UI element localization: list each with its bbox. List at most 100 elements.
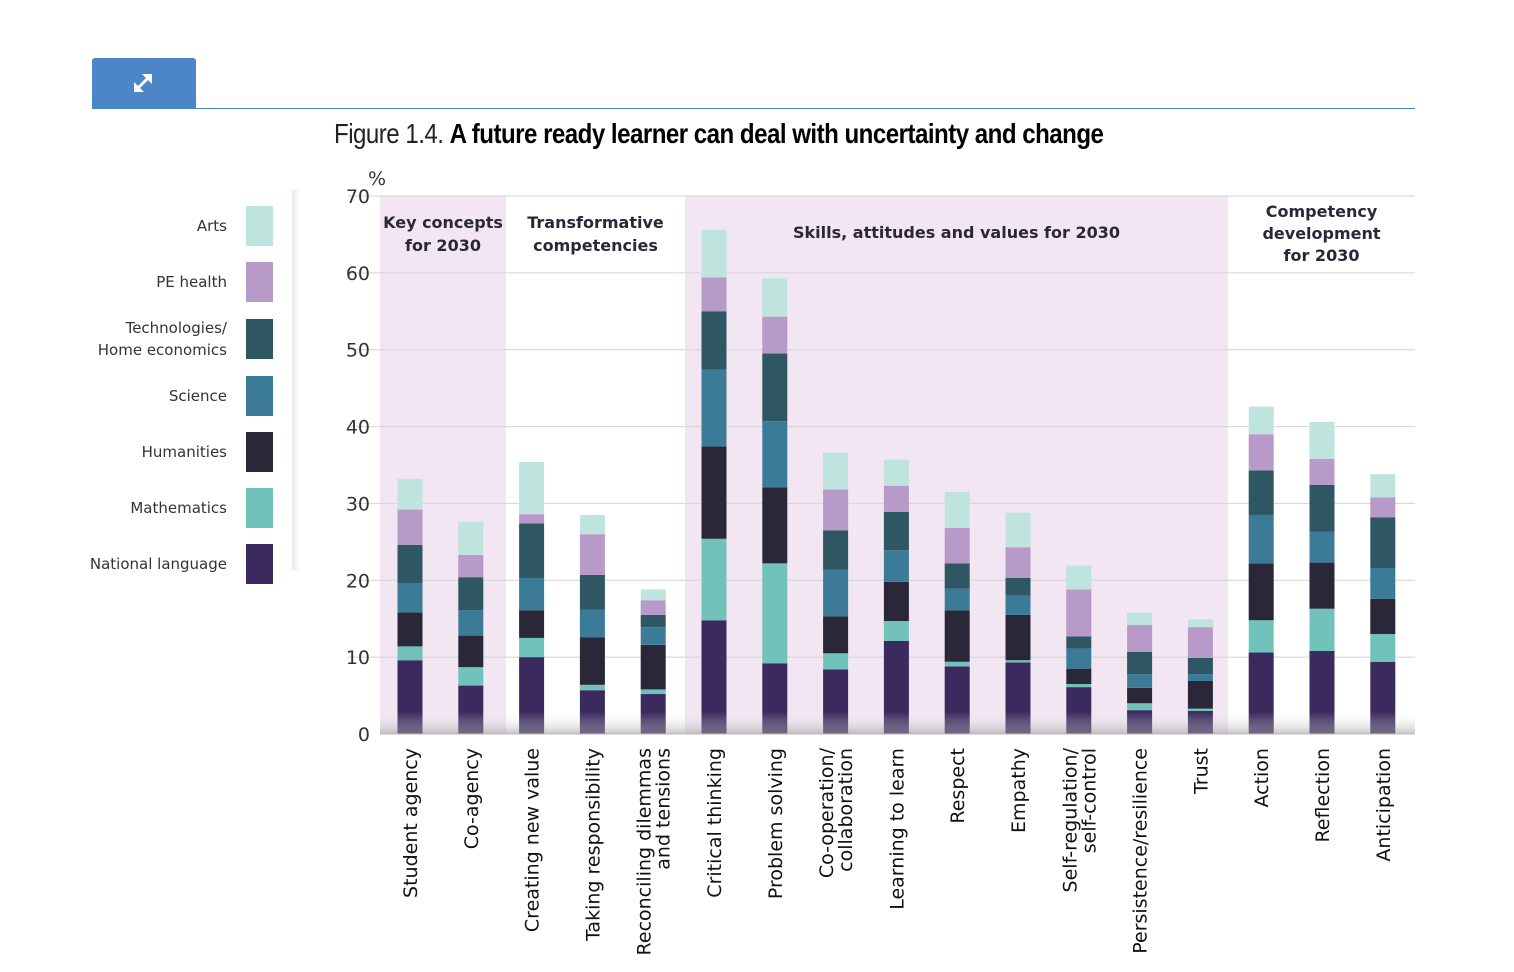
- bar-co-operation-collaboration-pe-health: [823, 489, 849, 531]
- bar-co-agency-humanities: [458, 635, 484, 668]
- bar-problem-solving-technologies-home-economics: [762, 353, 788, 422]
- bar-self-regulation-self-control-arts: [1066, 565, 1092, 590]
- bar-problem-solving-humanities: [762, 487, 788, 564]
- bar-persistence-resilience-science: [1127, 674, 1153, 688]
- legend-swatch: [246, 488, 273, 528]
- bar-reconciling-dilemmas-and-tensions-humanities: [640, 644, 666, 690]
- bar-creating-new-value-science: [519, 577, 545, 611]
- bar-self-regulation-self-control-pe-health: [1066, 589, 1092, 637]
- bar-learning-to-learn-mathematics: [883, 621, 909, 642]
- bar-persistence-resilience-arts: [1127, 612, 1153, 625]
- y-tick-label-10: 10: [346, 647, 370, 669]
- bar-learning-to-learn-science: [883, 550, 909, 582]
- bar-co-operation-collaboration-technologies-home-economics: [823, 530, 849, 570]
- legend-label: Arts: [196, 217, 227, 235]
- legend-item-pe-health: PE health: [0, 262, 280, 302]
- bar-empathy-mathematics: [1005, 660, 1031, 663]
- bar-co-operation-collaboration-humanities: [823, 616, 849, 654]
- bar-learning-to-learn-humanities: [883, 581, 909, 622]
- group-heading-competency-development-for-2030: Competency: [1266, 202, 1378, 221]
- bar-reconciling-dilemmas-and-tensions-arts: [640, 589, 666, 601]
- header-divider: [92, 108, 1415, 109]
- legend-label: Science: [168, 387, 227, 405]
- bar-anticipation-arts: [1370, 474, 1396, 498]
- x-tick-label-learning-to-learn: Learning to learn: [886, 748, 908, 910]
- baseline-shade: [380, 712, 1415, 734]
- group-heading-key-concepts-for-2030: for 2030: [405, 236, 481, 255]
- bar-trust-technologies-home-economics: [1187, 657, 1213, 675]
- chart-legend: Arts PE health Technologies/Home economics…: [0, 180, 300, 600]
- legend-swatch: [246, 376, 273, 416]
- group-heading-competency-development-for-2030: for 2030: [1284, 246, 1360, 265]
- x-tick-label-problem-solving: Problem solving: [765, 748, 787, 899]
- legend-label: National language: [89, 555, 227, 573]
- x-tick-label-student-agency: Student agency: [400, 748, 422, 898]
- legend-swatch: [246, 206, 273, 246]
- bar-co-agency-technologies-home-economics: [458, 577, 484, 611]
- bar-respect-arts: [944, 491, 970, 529]
- group-heading-competency-development-for-2030: development: [1262, 224, 1380, 243]
- bar-action-mathematics: [1248, 620, 1274, 653]
- bar-reflection-technologies-home-economics: [1309, 484, 1335, 532]
- x-tick-label-self-regulation-self-control: Self-regulation/: [1059, 747, 1081, 892]
- bar-learning-to-learn-pe-health: [883, 485, 909, 512]
- legend-label: Technologies/Home economics: [97, 319, 227, 359]
- bar-action-pe-health: [1248, 434, 1274, 471]
- legend-label: Humanities: [141, 443, 227, 461]
- bar-anticipation-humanities: [1370, 598, 1396, 635]
- bar-student-agency-science: [397, 583, 423, 613]
- y-tick-label-60: 60: [346, 263, 370, 285]
- bar-trust-pe-health: [1187, 627, 1213, 658]
- y-tick-label-40: 40: [346, 417, 370, 439]
- bar-co-agency-science: [458, 610, 484, 636]
- bar-problem-solving-science: [762, 421, 788, 488]
- bar-student-agency-humanities: [397, 612, 423, 647]
- bar-co-agency-arts: [458, 521, 484, 555]
- bar-taking-responsibility-humanities: [579, 637, 605, 685]
- bar-respect-pe-health: [944, 528, 970, 564]
- bar-critical-thinking-humanities: [701, 446, 727, 539]
- bar-reflection-mathematics: [1309, 608, 1335, 651]
- bar-student-agency-pe-health: [397, 509, 423, 545]
- legend-label: PE health: [156, 273, 227, 291]
- bar-self-regulation-self-control-humanities: [1066, 668, 1092, 685]
- x-tick-label-persistence-resilience: Persistence/resilience: [1130, 748, 1152, 954]
- legend-item-humanities: Humanities: [0, 432, 280, 472]
- bar-reconciling-dilemmas-and-tensions-pe-health: [640, 600, 666, 615]
- x-tick-label-critical-thinking: Critical thinking: [704, 748, 726, 898]
- bar-trust-mathematics: [1187, 708, 1213, 711]
- group-heading-key-concepts-for-2030: Key concepts: [383, 213, 503, 232]
- bar-empathy-arts: [1005, 512, 1031, 548]
- bar-persistence-resilience-humanities: [1127, 687, 1153, 704]
- bar-problem-solving-pe-health: [762, 316, 788, 354]
- x-tick-label-co-operation-collaboration: collaboration: [835, 748, 857, 872]
- bar-co-operation-collaboration-mathematics: [823, 653, 849, 670]
- bar-respect-science: [944, 588, 970, 611]
- expand-arrows-icon: [134, 74, 152, 92]
- bar-creating-new-value-technologies-home-economics: [519, 523, 545, 578]
- y-tick-label-30: 30: [346, 493, 370, 515]
- x-tick-label-co-operation-collaboration: Co-operation/: [816, 747, 838, 878]
- x-tick-label-reconciling-dilemmas-and-tensions: Reconciling dilemmas: [634, 748, 656, 955]
- group-heading-transformative-competencies: Transformative: [527, 213, 664, 232]
- bar-self-regulation-self-control-mathematics: [1066, 684, 1092, 688]
- y-tick-label-70: 70: [346, 186, 370, 208]
- bar-taking-responsibility-technologies-home-economics: [579, 574, 605, 610]
- bar-empathy-humanities: [1005, 614, 1031, 661]
- legend-swatch: [246, 319, 273, 359]
- bar-co-operation-collaboration-arts: [823, 452, 849, 490]
- bar-action-technologies-home-economics: [1248, 470, 1274, 515]
- legend-item-national-language: National language: [0, 544, 280, 584]
- expand-button[interactable]: [92, 58, 196, 109]
- bar-student-agency-technologies-home-economics: [397, 544, 423, 584]
- legend-swatch: [246, 544, 273, 584]
- x-tick-label-anticipation: Anticipation: [1373, 748, 1395, 862]
- x-tick-label-empathy: Empathy: [1008, 748, 1030, 833]
- bar-empathy-pe-health: [1005, 547, 1031, 578]
- bar-critical-thinking-mathematics: [701, 538, 727, 621]
- bar-critical-thinking-pe-health: [701, 277, 727, 312]
- bar-taking-responsibility-pe-health: [579, 534, 605, 575]
- bar-anticipation-science: [1370, 567, 1396, 599]
- y-tick-label-20: 20: [346, 570, 370, 592]
